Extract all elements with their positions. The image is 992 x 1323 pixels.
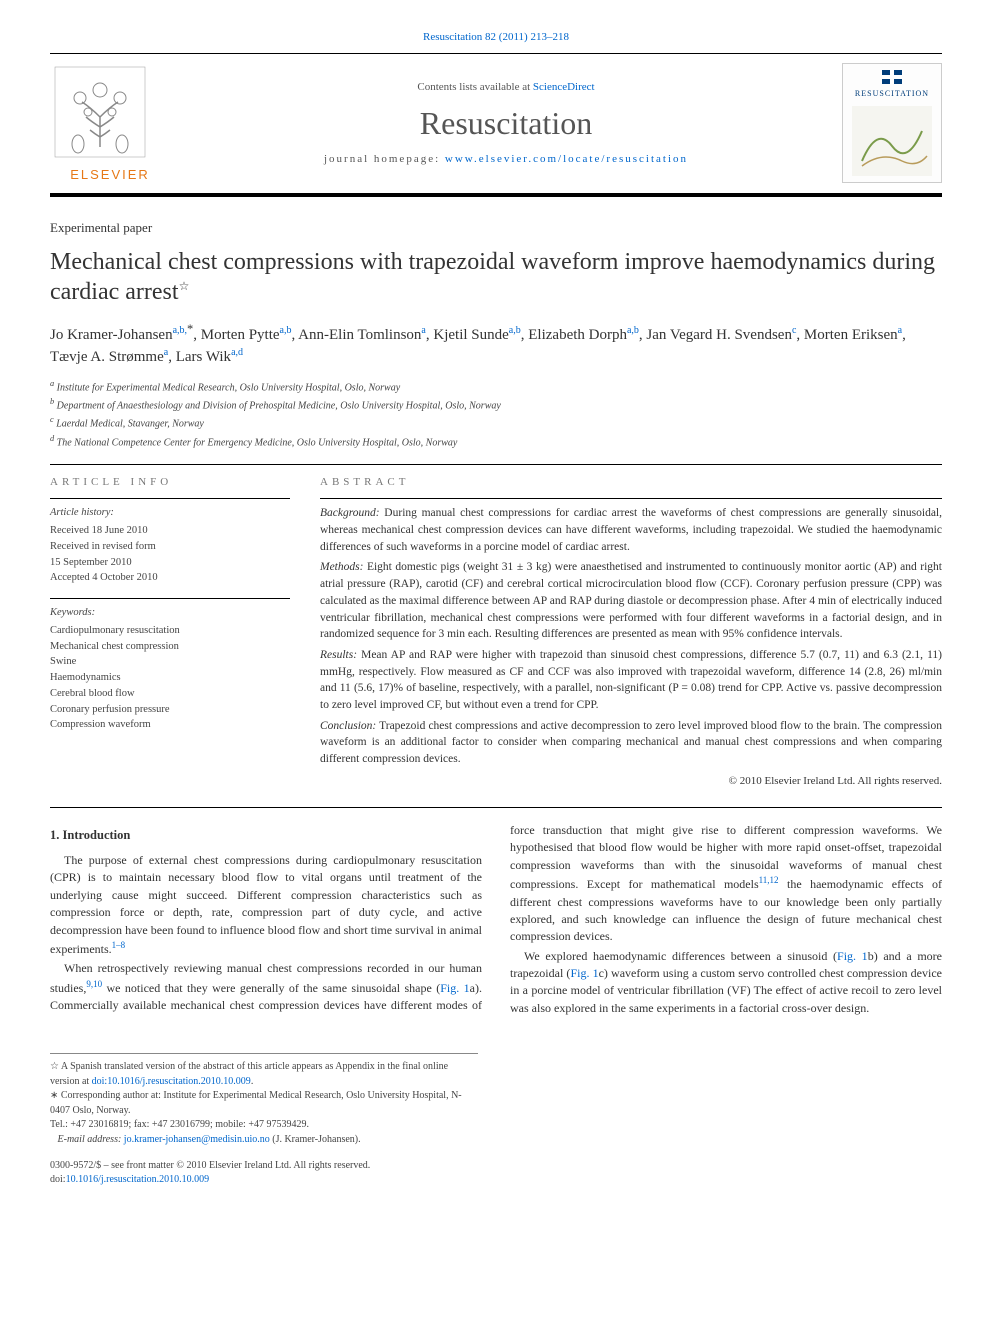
sciencedirect-link[interactable]: ScienceDirect — [533, 81, 595, 93]
contents-prefix: Contents lists available at — [417, 81, 532, 93]
affiliation-c: c Laerdal Medical, Stavanger, Norway — [50, 414, 942, 431]
footer-line-1: 0300-9572/$ – see front matter © 2010 El… — [50, 1159, 942, 1173]
article-info-header: article info — [50, 475, 290, 490]
abstract-results-label: Results: — [320, 649, 357, 661]
cover-art-icon — [852, 106, 932, 176]
keywords-block: Keywords: Cardiopulmonary resuscitation … — [50, 605, 290, 733]
journal-homepage-line: journal homepage: www.elsevier.com/locat… — [170, 152, 842, 167]
email-link[interactable]: jo.kramer-johansen@medisin.uio.no — [124, 1134, 270, 1145]
keyword: Mechanical chest compression — [50, 639, 290, 655]
abstract-header: abstract — [320, 475, 942, 490]
elsevier-tree-icon — [50, 62, 150, 162]
abstract-conclusion-label: Conclusion: — [320, 720, 376, 732]
intro-heading: 1. Introduction — [50, 826, 482, 844]
abstract-methods: Methods: Eight domestic pigs (weight 31 … — [320, 559, 942, 642]
abstract-body: Background: During manual chest compress… — [320, 505, 942, 767]
article-history-block: Article history: Received 18 June 2010 R… — [50, 505, 290, 586]
figure-link[interactable]: Fig. 1 — [440, 981, 469, 995]
publisher-name: ELSEVIER — [50, 166, 170, 184]
journal-title: Resuscitation — [170, 101, 842, 146]
cover-flag-icon — [882, 70, 902, 84]
footnote-corresponding: ∗ Corresponding author at: Institute for… — [50, 1089, 478, 1118]
keyword: Cerebral blood flow — [50, 686, 290, 702]
footer-doi-link[interactable]: 10.1016/j.resuscitation.2010.10.009 — [66, 1174, 210, 1185]
affiliation-b: b Department of Anaesthesiology and Divi… — [50, 396, 942, 413]
article-type-label: Experimental paper — [50, 219, 942, 237]
footnote-tel: Tel.: +47 23016819; fax: +47 23016799; m… — [50, 1118, 478, 1133]
keyword: Swine — [50, 654, 290, 670]
affiliation-list: a Institute for Experimental Medical Res… — [50, 378, 942, 450]
intro-p1: The purpose of external chest compressio… — [50, 852, 482, 958]
keyword: Compression waveform — [50, 717, 290, 733]
author-list: Jo Kramer-Johansena,b,*, Morten Pyttea,b… — [50, 321, 942, 368]
article-info-column: article info Article history: Received 1… — [50, 475, 290, 789]
divider — [50, 807, 942, 808]
journal-cover-thumb: RESUSCITATION — [842, 63, 942, 183]
journal-masthead: ELSEVIER Contents lists available at Sci… — [50, 53, 942, 196]
abstract-conclusion: Conclusion: Trapezoid chest compressions… — [320, 718, 942, 768]
running-header: Resuscitation 82 (2011) 213–218 — [50, 30, 942, 45]
doi-link[interactable]: doi:10.1016/j.resuscitation.2010.10.009 — [92, 1076, 251, 1087]
article-body: 1. Introduction The purpose of external … — [50, 822, 942, 1017]
abstract-results: Results: Mean AP and RAP were higher wit… — [320, 647, 942, 714]
abstract-copyright: © 2010 Elsevier Ireland Ltd. All rights … — [320, 774, 942, 789]
article-title: Mechanical chest compressions with trape… — [50, 247, 942, 307]
citation-link[interactable]: 11,12 — [759, 875, 779, 885]
history-revised-1: Received in revised form — [50, 539, 290, 555]
footnote-email: E-mail address: jo.kramer-johansen@medis… — [50, 1133, 478, 1148]
title-footnote-marker: ☆ — [179, 279, 190, 293]
history-revised-2: 15 September 2010 — [50, 555, 290, 571]
intro-p3: We explored haemodynamic differences bet… — [510, 948, 942, 1018]
cover-title-text: RESUSCITATION — [855, 88, 929, 99]
affiliation-d: d The National Competence Center for Eme… — [50, 433, 942, 450]
article-title-text: Mechanical chest compressions with trape… — [50, 249, 935, 305]
footer-copyright: 0300-9572/$ – see front matter © 2010 El… — [50, 1159, 942, 1187]
abstract-rule — [320, 498, 942, 499]
citation-link[interactable]: 1–8 — [112, 940, 126, 950]
publisher-logo-block: ELSEVIER — [50, 54, 170, 192]
figure-link[interactable]: Fig. 1 — [837, 949, 868, 963]
citation-link[interactable]: 9,10 — [86, 979, 102, 989]
info-rule — [50, 498, 290, 499]
contents-available-line: Contents lists available at ScienceDirec… — [170, 80, 842, 95]
footer-line-2: doi:10.1016/j.resuscitation.2010.10.009 — [50, 1173, 942, 1187]
footnotes-block: ☆ A Spanish translated version of the ab… — [50, 1053, 478, 1147]
history-label: Article history: — [50, 505, 290, 521]
figure-link[interactable]: Fig. 1 — [570, 966, 598, 980]
abstract-column: abstract Background: During manual chest… — [320, 475, 942, 789]
journal-homepage-link[interactable]: www.elsevier.com/locate/resuscitation — [445, 153, 688, 165]
info-rule — [50, 598, 290, 599]
masthead-center: Contents lists available at ScienceDirec… — [170, 70, 842, 178]
info-abstract-row: article info Article history: Received 1… — [50, 475, 942, 789]
history-accepted: Accepted 4 October 2010 — [50, 570, 290, 586]
history-received: Received 18 June 2010 — [50, 523, 290, 539]
homepage-prefix: journal homepage: — [324, 153, 445, 165]
keyword: Coronary perfusion pressure — [50, 702, 290, 718]
divider — [50, 464, 942, 465]
keyword: Cardiopulmonary resuscitation — [50, 623, 290, 639]
footnote-star: ☆ A Spanish translated version of the ab… — [50, 1060, 478, 1089]
abstract-background-label: Background: — [320, 507, 380, 519]
keywords-label: Keywords: — [50, 605, 290, 621]
abstract-background: Background: During manual chest compress… — [320, 505, 942, 555]
abstract-methods-label: Methods: — [320, 561, 363, 573]
affiliation-a: a Institute for Experimental Medical Res… — [50, 378, 942, 395]
keyword: Haemodynamics — [50, 670, 290, 686]
